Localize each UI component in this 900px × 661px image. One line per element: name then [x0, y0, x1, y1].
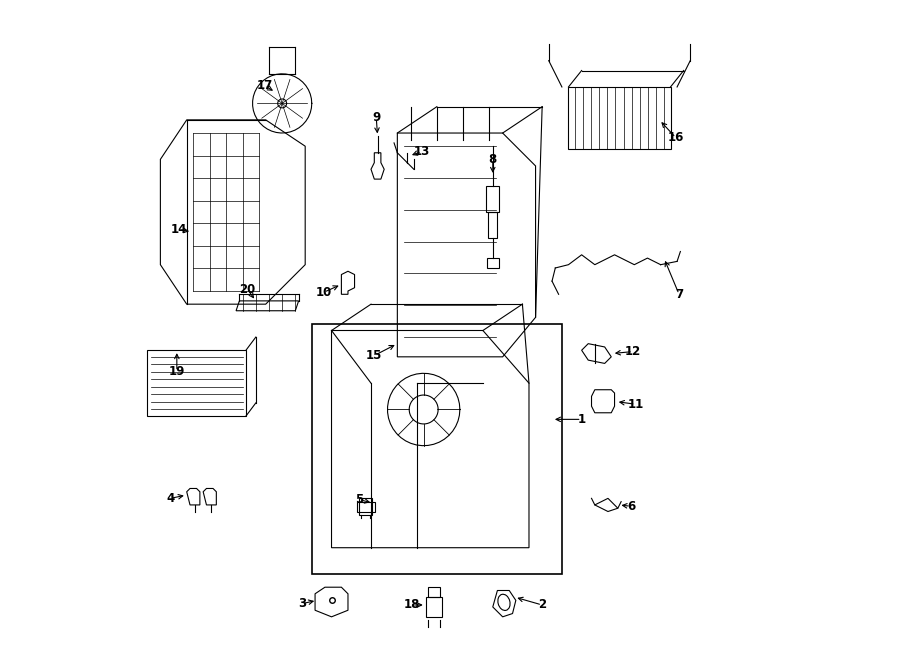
Bar [569, 87, 670, 149]
Text: 3: 3 [298, 597, 306, 610]
Text: 1: 1 [578, 413, 586, 426]
Bar [428, 587, 440, 597]
Text: 18: 18 [403, 598, 420, 611]
Text: 17: 17 [256, 79, 273, 92]
Text: 15: 15 [366, 349, 382, 362]
Text: 5: 5 [355, 493, 364, 506]
Text: 14: 14 [171, 223, 187, 236]
Bar [311, 324, 562, 574]
Text: 4: 4 [166, 492, 175, 505]
Text: 13: 13 [414, 145, 430, 158]
Text: 8: 8 [489, 153, 497, 166]
Text: 7: 7 [675, 288, 683, 301]
Text: 6: 6 [627, 500, 635, 513]
Text: 19: 19 [168, 365, 185, 378]
Text: 9: 9 [373, 112, 381, 124]
Text: 11: 11 [627, 398, 644, 410]
Text: 10: 10 [316, 286, 332, 299]
Text: 16: 16 [668, 131, 684, 144]
Bar [486, 186, 500, 212]
Bar [426, 597, 442, 617]
Bar [487, 258, 499, 268]
Text: 12: 12 [625, 345, 641, 358]
Bar [488, 212, 498, 239]
Text: 20: 20 [239, 282, 256, 295]
Text: 2: 2 [538, 598, 546, 611]
Bar [356, 502, 375, 512]
